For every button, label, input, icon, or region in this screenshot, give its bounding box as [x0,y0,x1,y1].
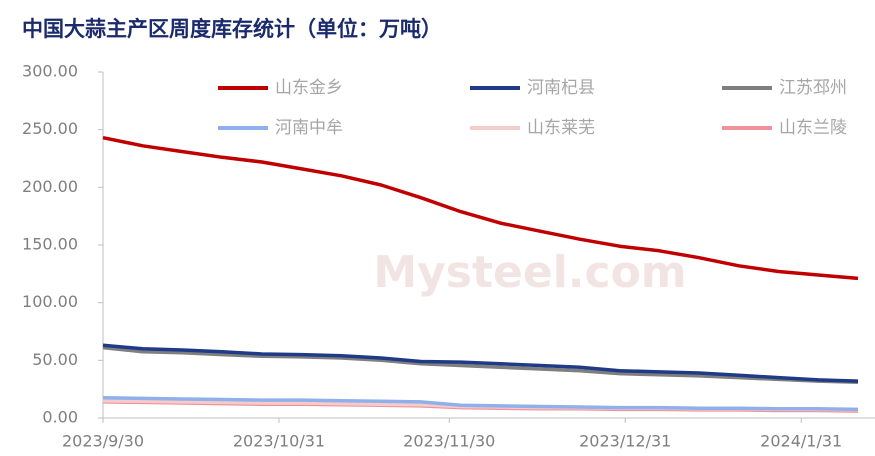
legend-label: 江苏邳州 [779,78,847,98]
series-line [102,396,859,412]
y-tick-label: 200.00 [22,177,78,196]
y-tick-label: 0.00 [42,408,78,427]
y-tick-label: 250.00 [22,119,78,138]
x-tick-label: 2024/1/31 [760,432,842,451]
legend-label: 山东金乡 [275,78,343,98]
y-tick-label: 50.00 [32,350,78,369]
watermark: Mysteel.com [373,247,686,298]
legend-label: 山东兰陵 [779,118,847,138]
legend-label: 山东莱芜 [527,118,595,138]
y-tick-label: 150.00 [22,235,78,254]
y-tick-label: 300.00 [22,62,78,81]
legend-label: 河南杞县 [527,78,595,98]
x-tick-label: 2023/9/30 [62,432,144,451]
x-tick-label: 2023/11/30 [403,432,495,451]
x-tick-label: 2023/10/31 [233,432,325,451]
legend-label: 河南中牟 [275,118,343,138]
series-line [102,343,859,383]
y-tick-label: 100.00 [22,292,78,311]
series-line [102,135,859,281]
series-line [102,345,859,384]
chart-title: 中国大蒜主产区周度库存统计（单位：万吨） [22,17,442,41]
x-tick-label: 2023/12/31 [579,432,671,451]
